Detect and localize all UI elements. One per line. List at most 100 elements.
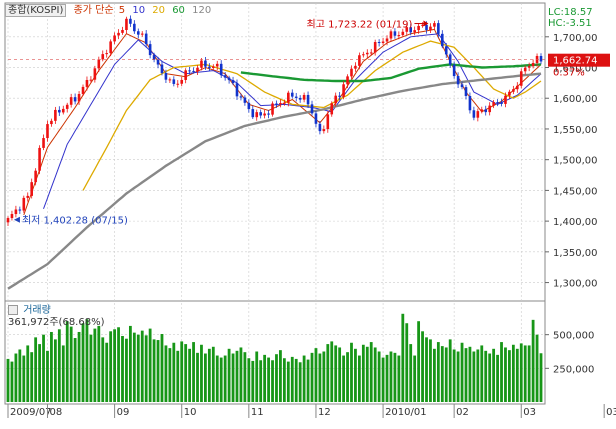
volume-bar — [448, 339, 452, 402]
candle-body — [247, 102, 251, 110]
candle-body — [362, 54, 365, 56]
volume-bar — [211, 346, 215, 402]
moving-average-lines — [7, 28, 542, 290]
volume-bar — [282, 358, 286, 402]
volume-bar — [231, 353, 235, 402]
candle-body — [440, 33, 444, 47]
volume-bar — [326, 344, 330, 402]
price-tick-label: 1,350,00 — [553, 248, 598, 259]
candle-body — [425, 24, 428, 30]
volume-bar — [93, 328, 97, 402]
volume-bar — [152, 339, 156, 402]
candle-body — [472, 110, 476, 118]
price-tick-label: 1,500,00 — [553, 156, 598, 167]
candle-body — [109, 41, 112, 54]
volume-bar — [433, 348, 436, 402]
volume-bar — [18, 349, 22, 402]
volume-bar — [156, 340, 160, 402]
candle-body — [204, 60, 207, 67]
volume-bar — [200, 344, 203, 402]
candle-body — [81, 86, 85, 95]
volume-bar — [377, 351, 381, 402]
candle-body — [516, 85, 519, 90]
volume-title-row: 거래량 — [8, 305, 51, 317]
candle-body — [409, 27, 413, 33]
high-annotation: 최고 1,723.22 (01/19) — [307, 19, 413, 31]
date-tick-label: 10 — [184, 407, 197, 418]
candle-body — [302, 94, 306, 100]
volume-collapse-icon[interactable] — [8, 305, 18, 315]
volume-bar — [61, 345, 65, 402]
volume-bar — [413, 355, 417, 402]
volume-bar — [373, 347, 377, 402]
date-tick-label: 12 — [318, 407, 331, 418]
price-tick-label: 1,300,00 — [553, 279, 598, 290]
candle-body — [172, 79, 176, 84]
price-axis: 1,300,00 1,350,00 1,400,00 1,450,00 1,500,00… — [545, 33, 598, 290]
volume-bar — [389, 351, 393, 402]
volume-bar — [405, 323, 409, 402]
price-annotations: 최고 1,723.22 (01/19) 최저 1,402.28 (07/15) — [13, 19, 429, 227]
candle-body — [42, 138, 45, 148]
volume-bar — [81, 323, 85, 402]
candle-body — [259, 112, 262, 116]
candle-body — [369, 52, 373, 54]
volume-bar — [519, 343, 523, 402]
candle-body — [46, 124, 49, 139]
candle-body — [54, 109, 57, 121]
candle-body — [168, 79, 172, 81]
chart-title[interactable]: 종합(KOSPI) — [5, 4, 67, 17]
candle-body — [10, 214, 14, 219]
candle-body — [283, 102, 286, 104]
volume-bar — [73, 338, 77, 402]
candle-body — [346, 76, 349, 85]
volume-bar — [322, 351, 326, 402]
candle-body — [539, 55, 543, 62]
candle-body — [6, 218, 10, 223]
price-tick-label: 1,550,00 — [553, 125, 598, 136]
candle-body — [26, 195, 30, 198]
volume-bar — [421, 331, 424, 402]
volume-bar — [334, 345, 338, 402]
candle-body — [101, 54, 105, 60]
candle-body — [117, 32, 120, 36]
candle-body — [306, 94, 310, 105]
candle-body — [279, 102, 282, 105]
volume-bar — [330, 341, 334, 402]
volume-bar — [484, 350, 488, 402]
candle-body — [358, 55, 361, 66]
volume-bar — [397, 355, 401, 402]
candle-body — [468, 96, 472, 111]
volume-bar — [50, 331, 53, 402]
low-arrow-icon — [13, 216, 20, 223]
date-tick-label: 2009/07 — [10, 407, 52, 418]
candle-body — [156, 59, 160, 65]
candle-body — [373, 42, 377, 53]
volume-bar — [496, 354, 499, 402]
volume-bar — [219, 357, 223, 402]
candle-body — [500, 102, 503, 104]
current-price-tag: 1,662.740.37% — [8, 53, 610, 79]
volume-bar — [53, 339, 57, 402]
candle-body — [160, 64, 164, 74]
candle-body — [437, 23, 440, 34]
volume-bar — [539, 353, 543, 402]
ma-60-label: 60 — [172, 5, 185, 16]
volume-bar — [440, 346, 444, 402]
volume-bar — [101, 337, 105, 402]
candle-body — [188, 70, 191, 72]
volume-bar — [444, 347, 448, 402]
candle-body — [318, 123, 322, 132]
candle-body — [405, 27, 409, 32]
volume-bar — [290, 356, 294, 402]
volume-bar — [77, 331, 81, 402]
candle-body — [192, 70, 195, 72]
volume-bar — [109, 331, 113, 402]
price-tick-label: 1,650,00 — [553, 64, 598, 75]
date-tick-label: 09 — [117, 407, 130, 418]
volume-bar — [180, 341, 184, 402]
volume-bar — [271, 360, 274, 402]
volume-bar — [385, 354, 389, 402]
candle-body — [231, 80, 235, 84]
